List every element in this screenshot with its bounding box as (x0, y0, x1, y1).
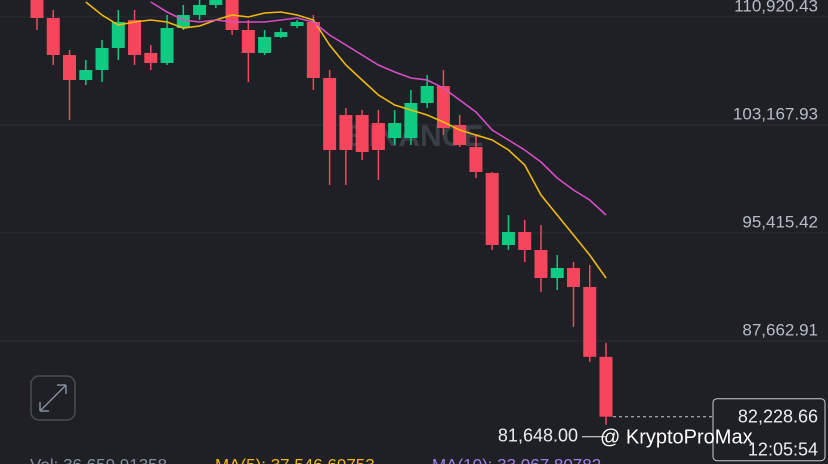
candle-body (469, 147, 483, 172)
candle-body (63, 55, 77, 80)
candle-body (371, 123, 385, 150)
candle-body (46, 17, 60, 56)
y-tick-label: 110,920.43 (734, 0, 818, 15)
ma5-label: MA(5): 37,546.69753 (215, 455, 375, 464)
expand-button[interactable] (30, 375, 76, 421)
candle-body (599, 356, 613, 417)
y-tick-label: 95,415.42 (742, 212, 818, 231)
candle-body (534, 250, 548, 279)
candle-body (485, 173, 499, 245)
last-price-label: 82,228.66 (738, 406, 818, 426)
y-tick-label: 103,167.93 (733, 104, 818, 123)
candle-body (290, 21, 304, 26)
candle-body (128, 20, 142, 56)
candle-body (501, 232, 515, 245)
ma-line (150, 1, 607, 216)
candle-body (323, 78, 337, 150)
candle-body (550, 267, 564, 279)
candle-body (111, 21, 125, 48)
volume-label: Vol: 36,659.91358 (30, 455, 167, 464)
candle-body (518, 232, 532, 250)
candle-body (79, 70, 93, 80)
credit: @ KryptoProMax (600, 426, 753, 448)
low-marker-label: 81,648.00 (498, 426, 578, 446)
candle-body (274, 32, 288, 38)
candle-body (436, 85, 450, 129)
last-price-tag (712, 398, 826, 462)
candle-body (30, 0, 44, 18)
candle-body (193, 5, 207, 16)
candle-body (583, 287, 597, 357)
ma-line (85, 1, 607, 279)
candle-body (241, 29, 255, 53)
candle-body (453, 125, 467, 145)
candle-body (209, 0, 223, 6)
expand-icon (39, 384, 67, 412)
ma10-label: MA(10): 33,067.80782 (432, 455, 601, 464)
candle-body (306, 21, 320, 79)
candle-body (95, 47, 109, 71)
y-tick-label: 87,662.91 (742, 320, 818, 339)
candle-body (420, 85, 434, 103)
candle-body (566, 267, 580, 288)
candle-body (258, 37, 272, 53)
candle-body (355, 115, 369, 153)
countdown: 12:05:54 (748, 439, 818, 459)
candle-body (144, 52, 158, 63)
candle-body (160, 28, 174, 63)
candle-body (388, 123, 402, 138)
candle-body (339, 115, 353, 150)
